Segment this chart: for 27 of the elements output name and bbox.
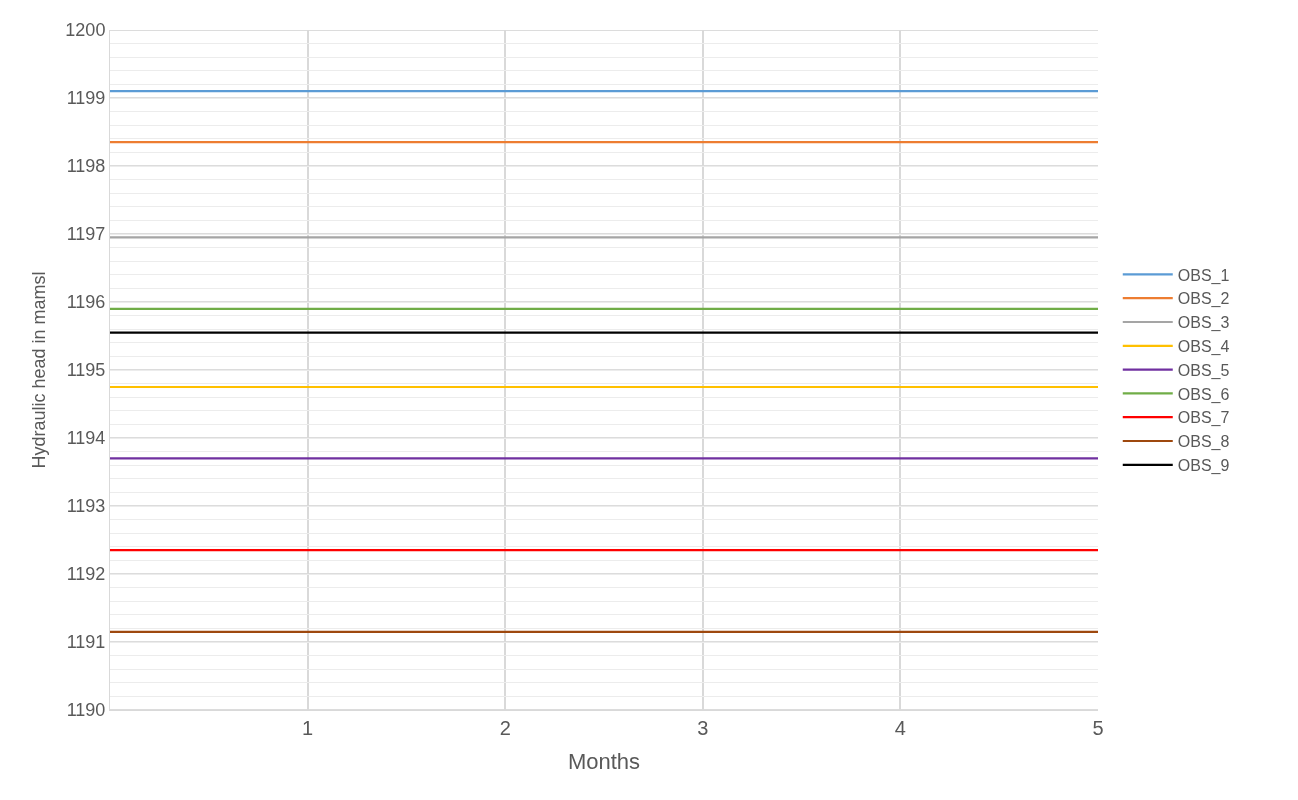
legend-label: OBS_1 — [1177, 266, 1230, 285]
legend-label: OBS_7 — [1177, 409, 1230, 428]
legend-label: OBS_2 — [1177, 290, 1230, 309]
legend-label: OBS_5 — [1177, 361, 1230, 380]
legend-label: OBS_9 — [1177, 457, 1230, 476]
y-tick-label: 1198 — [66, 156, 106, 177]
y-axis-title: Hydraulic head in mamsl — [28, 271, 49, 469]
x-tick-label: 5 — [1092, 717, 1104, 739]
y-tick-label: 1197 — [66, 224, 106, 245]
y-tick-label: 1192 — [66, 564, 106, 585]
y-tick-label: 1193 — [66, 496, 106, 517]
legend-label: OBS_3 — [1177, 314, 1230, 333]
x-tick-label: 2 — [499, 717, 511, 739]
y-tick-label: 1195 — [66, 360, 106, 381]
legend-label: OBS_6 — [1177, 385, 1230, 404]
y-tick-label: 1191 — [66, 632, 106, 653]
y-tick-label: 1194 — [66, 428, 106, 449]
x-tick-label: 3 — [697, 717, 709, 739]
y-tick-label: 1196 — [66, 292, 106, 313]
legend-label: OBS_8 — [1177, 433, 1230, 452]
y-tick-label: 1199 — [66, 88, 106, 109]
x-tick-label: 1 — [302, 717, 314, 739]
y-tick-label: 1190 — [66, 700, 106, 721]
legend-label: OBS_4 — [1177, 338, 1230, 357]
y-tick-label: 1200 — [65, 20, 106, 41]
x-axis-title: Months — [567, 748, 641, 774]
x-tick-label: 4 — [894, 717, 906, 739]
